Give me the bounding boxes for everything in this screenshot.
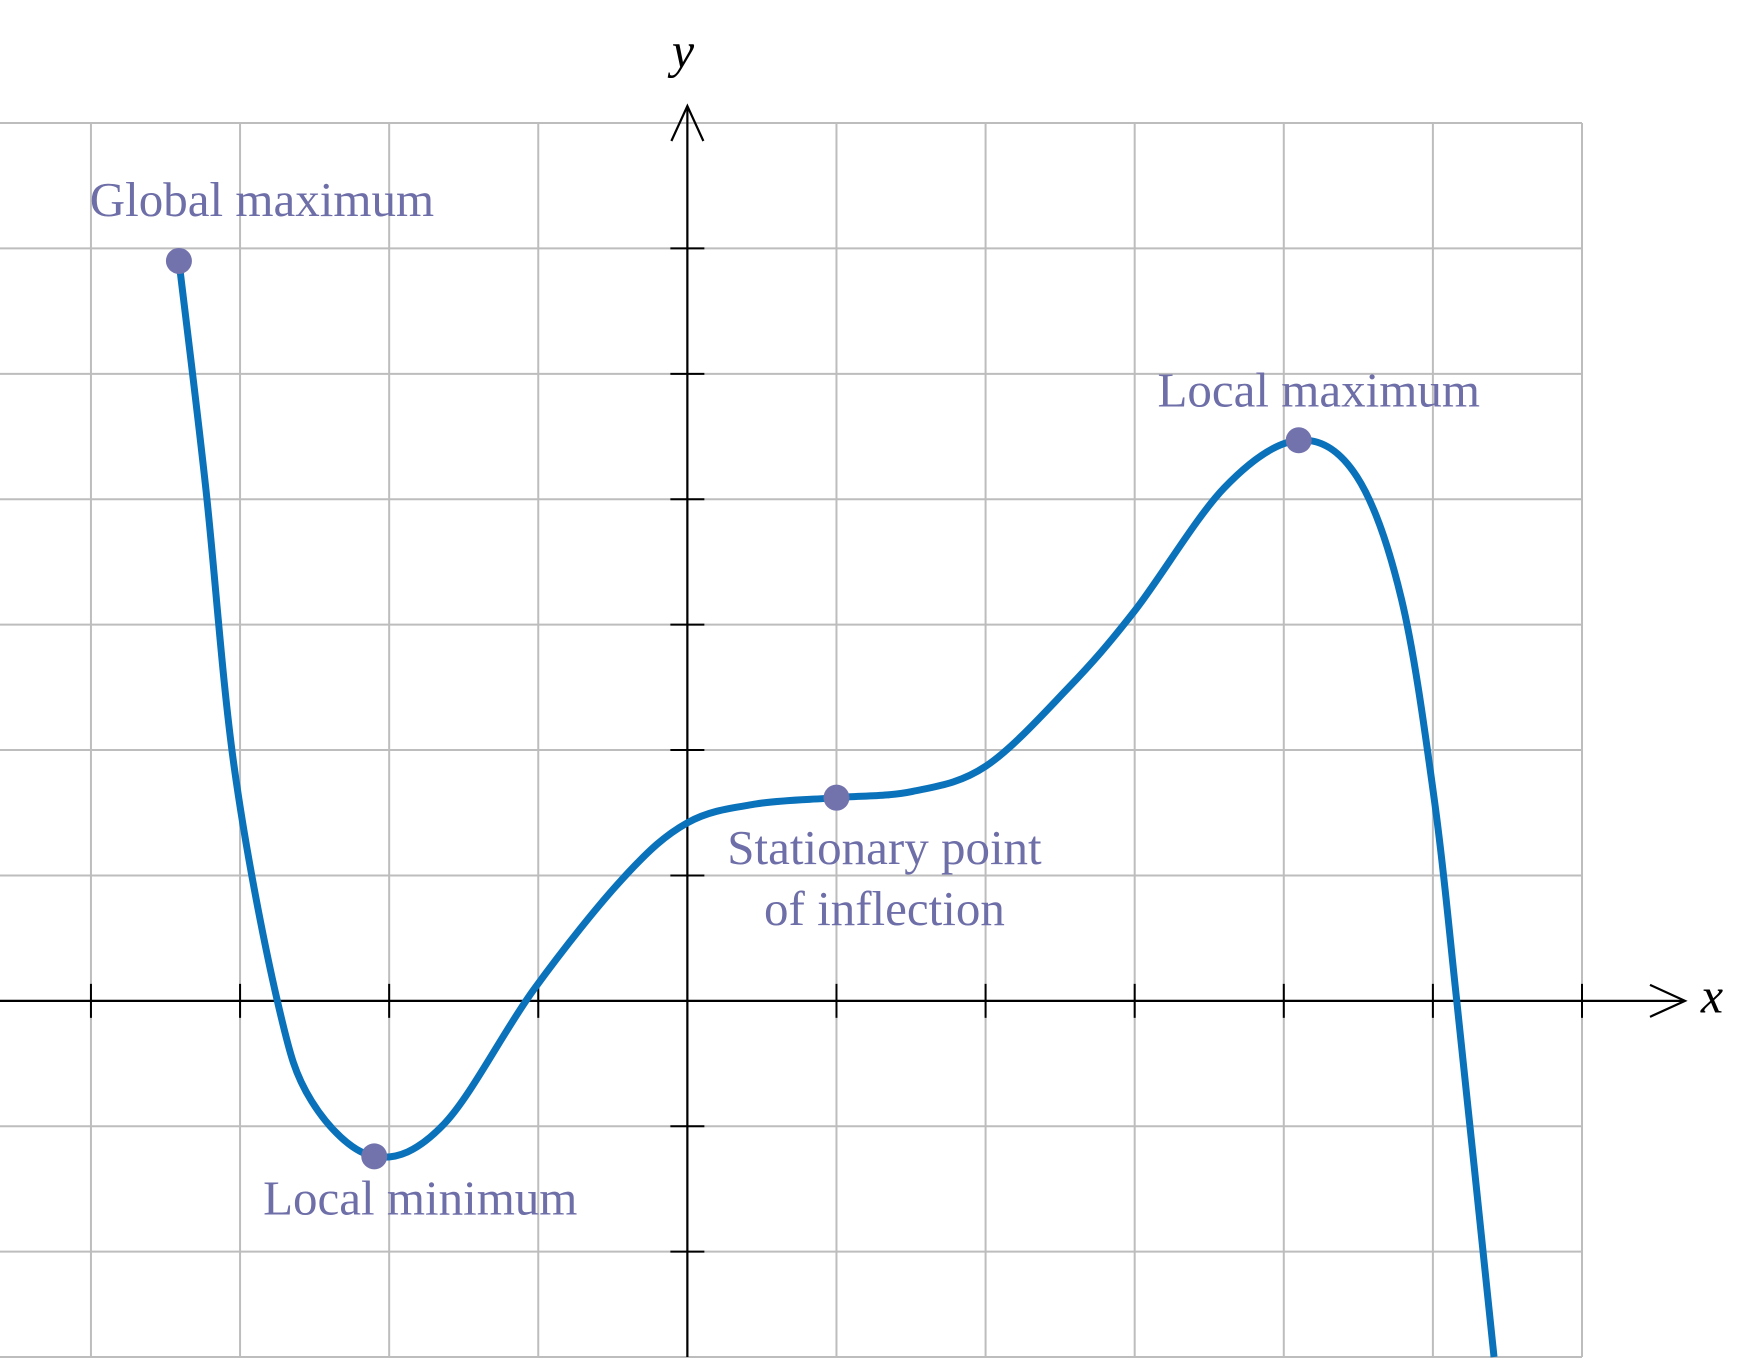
annotation: of inflection (764, 881, 1005, 936)
point-marker (1285, 427, 1312, 454)
annotation: Local minimum (263, 1171, 577, 1226)
point-marker (165, 247, 192, 274)
y-axis-label: y (667, 22, 695, 78)
point-marker (823, 784, 850, 811)
x-axis-label: x (1700, 967, 1723, 1023)
y-axis-arrow (670, 103, 705, 142)
annotation: Global maximum (90, 172, 434, 227)
x-axis-arrow (1649, 983, 1688, 1018)
point-marker (361, 1143, 388, 1170)
annotation: Local maximum (1157, 363, 1480, 418)
annotation: Stationary point (727, 820, 1042, 875)
